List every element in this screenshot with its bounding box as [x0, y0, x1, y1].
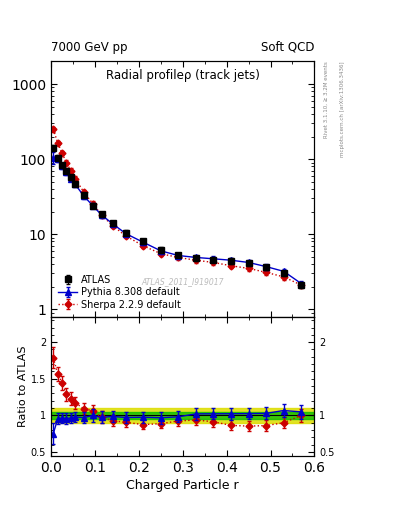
Text: ATLAS_2011_I919017: ATLAS_2011_I919017: [141, 277, 224, 286]
Y-axis label: Ratio to ATLAS: Ratio to ATLAS: [18, 346, 28, 427]
X-axis label: Charged Particle r: Charged Particle r: [127, 479, 239, 492]
Text: Soft QCD: Soft QCD: [261, 41, 314, 54]
Text: Rivet 3.1.10, ≥ 3.2M events: Rivet 3.1.10, ≥ 3.2M events: [324, 61, 329, 138]
Text: mcplots.cern.ch [arXiv:1306.3436]: mcplots.cern.ch [arXiv:1306.3436]: [340, 61, 345, 157]
Text: 7000 GeV pp: 7000 GeV pp: [51, 41, 128, 54]
Legend: ATLAS, Pythia 8.308 default, Sherpa 2.2.9 default: ATLAS, Pythia 8.308 default, Sherpa 2.2.…: [56, 273, 183, 312]
Text: Radial profileρ (track jets): Radial profileρ (track jets): [106, 69, 260, 82]
